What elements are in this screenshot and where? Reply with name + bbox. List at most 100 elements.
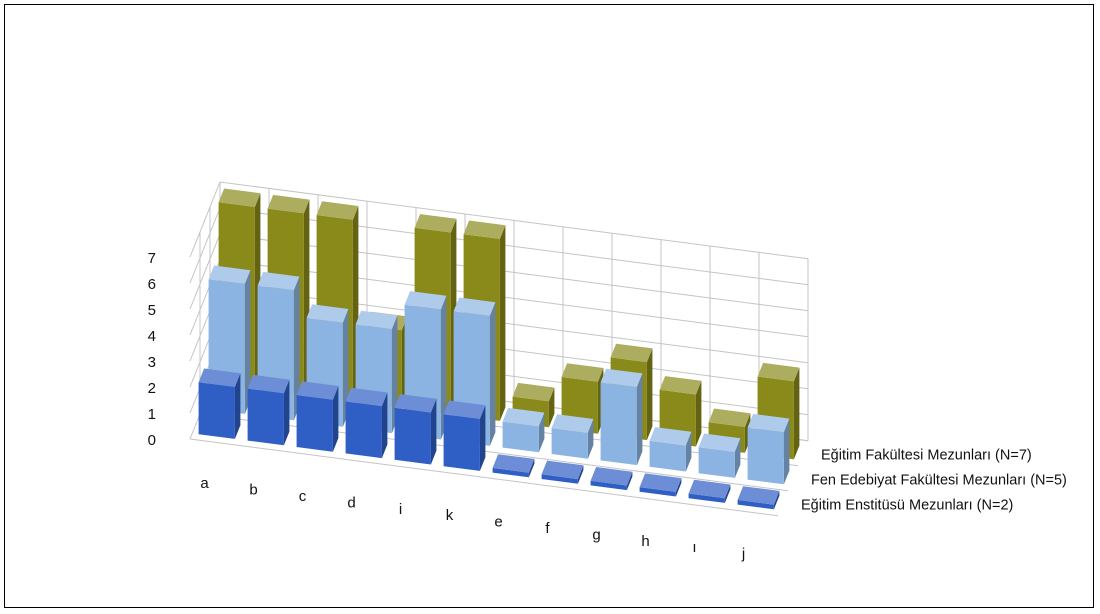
bar-side [332,386,339,452]
bar-top [345,387,388,407]
bar [198,368,241,439]
bar-top [600,368,643,388]
bar-side [244,270,251,414]
bar-side [548,387,555,428]
bar [639,473,682,497]
bar-top [561,363,604,382]
bar-top [492,454,535,473]
bar-side [724,484,731,503]
bar-top [443,400,486,419]
bar-top [267,194,310,214]
bar [541,460,584,484]
bar-front [737,499,774,510]
bars [198,188,800,510]
y-tick-label: 5 [148,302,156,319]
bar-side [430,398,437,465]
bar [649,427,692,472]
x-category-label: j [741,546,745,563]
bar-side [499,225,506,421]
bar-front [345,401,382,459]
bar-top [688,479,731,499]
bar [443,400,486,471]
y-tick-label: 3 [148,354,156,371]
series-label: Eğitim Enstitüsü Mezunları (N=2) [801,497,1013,513]
bar-front [698,447,735,478]
y-tick-label: 6 [148,276,156,293]
y-tick-label: 0 [148,432,156,449]
bar-side [685,431,692,472]
bar-side [695,380,702,447]
bar-chart-3d: 0 1 2 3 4 5 6 7 a b c d i k e f g h ı j Eğitim Fakültesi Mez… [148,181,1067,563]
bar [296,381,339,452]
bar-side [773,490,780,510]
bar-side [489,302,496,446]
chart-frame: 0 1 2 3 4 5 6 7 a b c d i k e f g h ı j Eğitim Fakültesi Mez… [4,4,1094,608]
bar [590,467,633,491]
y-axis-ticks: 0 1 2 3 4 5 6 7 [148,250,156,449]
bar-front [443,414,480,471]
bar-front [394,407,431,465]
bar [247,374,290,446]
bar-front [649,440,686,472]
x-category-label: k [446,507,454,524]
bar-top [698,433,741,452]
x-category-label: ı [692,539,696,556]
bar-side [538,412,545,453]
x-category-label: b [249,482,257,499]
bar-side [646,348,653,441]
bar [747,413,790,485]
x-category-label: d [347,494,355,511]
bar [394,394,437,465]
bar-top [502,407,545,427]
bar-side [528,458,535,478]
bar-top [747,413,790,433]
bar-top [247,374,290,394]
bar-top [551,414,594,433]
bar-side [675,478,682,497]
bar-top [355,310,398,330]
bar-top [414,214,457,233]
bar-top [218,188,261,207]
series-label: Fen Edebiyat Fakültesi Mezunları (N=5) [811,472,1067,488]
bar-side [391,315,398,434]
floor-line [189,438,779,517]
bar-side [234,373,241,439]
bar-top [649,427,692,446]
bar-top [394,394,437,413]
bar-front [639,487,676,497]
bar-top [257,271,300,291]
bar-top [541,460,584,480]
bar-top [639,473,682,492]
x-category-label: h [641,533,649,550]
bar-front [541,474,578,484]
bar-front [600,382,637,466]
bar-side [440,295,447,440]
bar-front [198,382,235,439]
bar-side [636,373,643,466]
y-tick-label: 1 [148,406,156,423]
y-tick-label: 2 [148,380,156,397]
bar-top [208,265,251,284]
bar-top [708,408,751,427]
bar-top [757,362,800,382]
bar-top [198,368,241,387]
x-category-label: g [592,526,600,543]
y-tick-label: 7 [148,250,156,267]
bar-top [306,304,349,323]
x-category-label: i [399,501,402,518]
bar-top [463,220,506,239]
bar-top [590,467,633,486]
bar-front [551,428,588,459]
series-label: Eğitim Fakültesi Mezunları (N=7) [821,447,1032,463]
bar-side [479,405,486,471]
x-category-label: e [494,514,502,531]
bar-front [492,467,529,478]
bar [551,414,594,459]
y-tick-label: 4 [148,328,156,345]
bar-top [737,486,780,505]
bar-side [293,276,300,421]
bar-side [734,438,741,478]
bar-front [296,395,333,452]
bar-front [590,480,627,491]
bar [345,387,388,459]
